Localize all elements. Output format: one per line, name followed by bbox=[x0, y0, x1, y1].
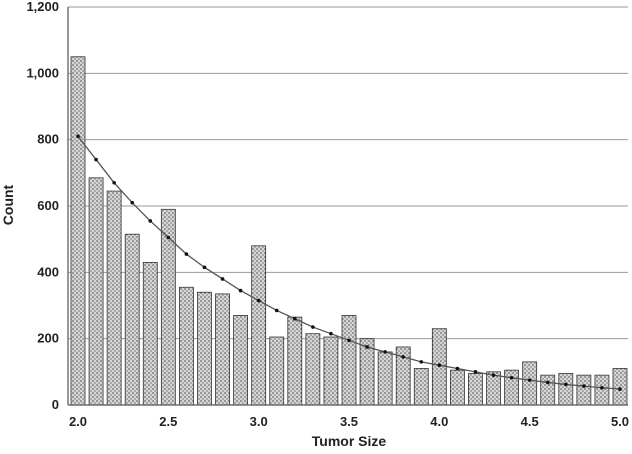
bar bbox=[269, 336, 285, 406]
bar bbox=[468, 373, 483, 406]
x-tick-label: 3.5 bbox=[340, 414, 358, 429]
trend-point bbox=[383, 350, 387, 354]
bar bbox=[558, 373, 574, 406]
trend-line bbox=[76, 134, 622, 391]
trend-point bbox=[184, 252, 189, 256]
trend-point bbox=[473, 370, 478, 374]
bar bbox=[142, 261, 158, 406]
bar bbox=[106, 190, 122, 406]
bar bbox=[251, 245, 267, 406]
y-tick-label: 800 bbox=[37, 132, 59, 147]
y-axis-title: Count bbox=[0, 184, 16, 225]
trend-point bbox=[202, 265, 207, 270]
bar bbox=[215, 293, 230, 406]
trend-point bbox=[509, 376, 514, 380]
y-tick-label: 600 bbox=[37, 198, 59, 213]
bar bbox=[305, 333, 321, 406]
bar bbox=[594, 374, 610, 406]
bar bbox=[287, 316, 303, 406]
trend-point bbox=[437, 363, 442, 368]
bar bbox=[323, 336, 339, 406]
bar bbox=[540, 374, 556, 406]
bar bbox=[124, 233, 140, 406]
trend-point bbox=[329, 331, 333, 336]
x-tick-label: 4.0 bbox=[430, 414, 448, 429]
trend-point bbox=[166, 235, 171, 240]
trend-point bbox=[94, 157, 98, 162]
bar bbox=[70, 56, 86, 406]
bar bbox=[88, 177, 104, 406]
trend-point bbox=[401, 355, 406, 359]
trend-point bbox=[112, 180, 116, 185]
trend-point bbox=[600, 385, 604, 390]
trend-point bbox=[347, 338, 351, 343]
bar bbox=[197, 291, 212, 406]
trend-point bbox=[545, 380, 550, 385]
x-axis-title: Tumor Size bbox=[312, 433, 387, 449]
bar bbox=[522, 361, 538, 406]
trend-point bbox=[419, 360, 424, 364]
trend-point bbox=[274, 308, 279, 313]
axes bbox=[67, 7, 628, 406]
x-tick-label: 2.5 bbox=[159, 414, 177, 429]
bar bbox=[504, 369, 520, 406]
x-tick-label: 5.0 bbox=[611, 414, 629, 429]
trend-point bbox=[582, 384, 586, 388]
trend-point bbox=[455, 366, 460, 371]
bar bbox=[178, 286, 194, 406]
y-tick-label: 400 bbox=[37, 264, 59, 279]
bars bbox=[70, 56, 628, 406]
trend-point bbox=[220, 277, 225, 281]
trend-point bbox=[256, 298, 261, 303]
trend-point bbox=[130, 200, 134, 205]
tick-labels: 0 200 400 600 800 1,000 1,200 2.0 2.5 3.0 3.5 4.0 4.… bbox=[26, 0, 629, 429]
x-tick-label: 4.5 bbox=[521, 414, 539, 429]
bar bbox=[377, 351, 393, 406]
trend-point bbox=[148, 219, 153, 223]
bar bbox=[449, 369, 465, 406]
x-tick-label: 3.0 bbox=[250, 414, 268, 429]
trend-point bbox=[491, 373, 496, 377]
bar bbox=[233, 315, 249, 406]
bar bbox=[576, 374, 592, 406]
trend-point bbox=[311, 325, 315, 329]
bar bbox=[612, 368, 628, 406]
trend-point bbox=[527, 378, 532, 382]
trend-point bbox=[365, 345, 369, 349]
y-tick-label: 200 bbox=[37, 331, 59, 346]
y-tick-label: 1,000 bbox=[26, 65, 59, 80]
trend-point bbox=[76, 134, 80, 139]
trend-point bbox=[293, 316, 297, 321]
bar bbox=[341, 315, 357, 406]
y-tick-label: 0 bbox=[52, 397, 59, 412]
trend-point bbox=[564, 382, 568, 387]
trend-point bbox=[238, 288, 243, 293]
x-tick-label: 2.0 bbox=[69, 414, 87, 429]
y-tick-label: 1,200 bbox=[26, 0, 59, 14]
trend-point bbox=[618, 387, 622, 391]
bar bbox=[413, 368, 429, 406]
